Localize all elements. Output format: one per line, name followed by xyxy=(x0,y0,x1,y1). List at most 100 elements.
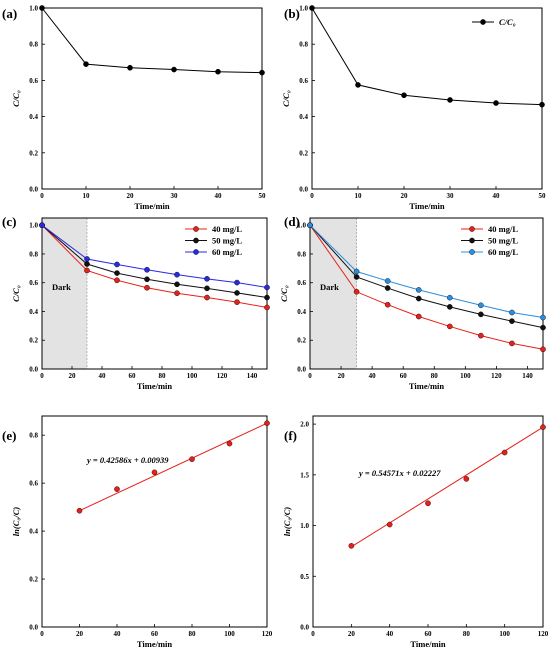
x-tick-label: 60 xyxy=(400,372,408,380)
x-tick-label: 120 xyxy=(217,372,228,380)
y-axis-label: C/C₀ xyxy=(281,90,291,107)
data-point xyxy=(226,440,233,447)
data-point xyxy=(114,277,120,284)
x-axis-label: Time/min xyxy=(137,381,173,391)
x-tick-label: 0 xyxy=(310,192,314,200)
x-tick-label: 20 xyxy=(348,630,356,638)
series-line xyxy=(309,224,544,329)
x-tick-label: 100 xyxy=(224,630,235,638)
data-point xyxy=(353,288,360,295)
y-tick-label: 0.4 xyxy=(29,528,38,536)
x-tick-label: 80 xyxy=(463,630,471,638)
legend-entry: 60 mg/L xyxy=(488,247,518,257)
x-tick-label: 20 xyxy=(76,630,84,638)
x-tick-label: 40 xyxy=(99,372,107,380)
x-axis-label: Time/min xyxy=(410,639,446,649)
data-point xyxy=(114,270,120,276)
x-tick-label: 30 xyxy=(447,192,455,200)
fit-equation: y = 0.42586x + 0.00939 xyxy=(86,455,169,465)
data-point xyxy=(509,318,515,324)
y-tick-label: 1.0 xyxy=(29,5,38,13)
data-point xyxy=(501,449,508,456)
data-point xyxy=(215,68,221,75)
legend: 40 mg/L 50 mg/L60 mg/L xyxy=(185,224,242,257)
plot-frame xyxy=(312,415,544,628)
y-tick-label: 1.5 xyxy=(300,471,309,479)
y-tick-label: 0.6 xyxy=(297,279,306,287)
data-point xyxy=(425,500,431,507)
x-tick-label: 40 xyxy=(114,630,122,638)
x-axis-label: Time/min xyxy=(134,201,170,211)
y-tick-label: 0.0 xyxy=(29,624,38,632)
data-point xyxy=(259,69,265,76)
legend: 40 mg/L 50 mg/L60 mg/L xyxy=(461,224,518,257)
data-point xyxy=(415,295,422,302)
data-point xyxy=(204,276,210,282)
data-point xyxy=(76,507,83,514)
y-tick-label: 0.4 xyxy=(297,308,306,316)
data-point xyxy=(174,281,180,288)
data-point xyxy=(171,66,177,73)
data-point xyxy=(384,301,391,308)
series-3 xyxy=(39,222,270,291)
y-tick-label: 0.4 xyxy=(29,113,38,121)
x-tick-label: 40 xyxy=(369,372,377,380)
x-tick-label: 10 xyxy=(355,192,363,200)
data-point xyxy=(446,304,453,310)
panel-4: Dark 0 20 40 60 80 100 120 140 0.0 0.2 0.4 0.6 0.8 1.0… xyxy=(279,214,546,391)
x-tick-label: 0 xyxy=(308,372,312,380)
x-tick-label: 80 xyxy=(431,372,439,380)
plot-frame xyxy=(41,415,268,628)
series-line xyxy=(309,224,544,319)
data-point xyxy=(384,278,391,284)
panel-label: (a) xyxy=(2,6,17,21)
data-point xyxy=(463,476,470,482)
x-tick-label: 0 xyxy=(40,192,44,200)
data-point xyxy=(114,261,120,268)
legend-entry: 40 mg/L xyxy=(488,224,518,234)
x-tick-label: 60 xyxy=(129,372,137,380)
y-tick-label: 0.2 xyxy=(297,337,306,345)
data-point xyxy=(174,290,180,297)
series-1 xyxy=(39,5,265,76)
plot-frame xyxy=(41,7,263,190)
panel-label: (b) xyxy=(284,6,300,21)
data-point xyxy=(348,543,355,549)
x-axis-label: Time/min xyxy=(409,381,445,391)
data-point xyxy=(127,64,133,71)
data-point xyxy=(189,456,195,462)
legend-swatch-marker xyxy=(480,19,486,25)
data-point xyxy=(114,486,120,492)
legend-swatch-marker xyxy=(469,249,475,255)
data-point xyxy=(144,266,150,273)
data-point xyxy=(478,311,484,318)
data-point xyxy=(446,323,453,330)
data-point xyxy=(83,61,89,67)
x-tick-label: 20 xyxy=(338,372,346,380)
data-point xyxy=(204,294,210,301)
data-point xyxy=(264,284,270,291)
panel-6: 0 20 40 60 80 100 120 0.0 0.5 1.0 1.5 2.0 Time/min ln… xyxy=(282,415,549,649)
data-point xyxy=(309,5,315,11)
data-point xyxy=(264,304,270,311)
data-point xyxy=(446,294,453,301)
data-point xyxy=(84,261,90,267)
x-tick-label: 30 xyxy=(171,192,179,200)
data-point xyxy=(84,267,90,274)
x-tick-label: 0 xyxy=(40,372,44,380)
data-point xyxy=(144,284,150,291)
plot-frame xyxy=(309,217,544,370)
y-tick-label: 0.0 xyxy=(29,366,38,374)
legend: C/C₀ xyxy=(472,17,516,27)
y-tick-label: 0.0 xyxy=(29,186,38,194)
y-tick-label: 0.2 xyxy=(29,149,38,157)
y-axis-label: C/C₀ xyxy=(279,285,289,302)
dark-label: Dark xyxy=(320,282,339,292)
data-point xyxy=(478,302,484,309)
x-tick-label: 20 xyxy=(69,372,77,380)
x-tick-label: 40 xyxy=(215,192,223,200)
series-line xyxy=(41,224,268,299)
x-tick-label: 60 xyxy=(151,630,159,638)
y-tick-label: 0.2 xyxy=(29,576,38,584)
legend-swatch-marker xyxy=(193,226,199,232)
